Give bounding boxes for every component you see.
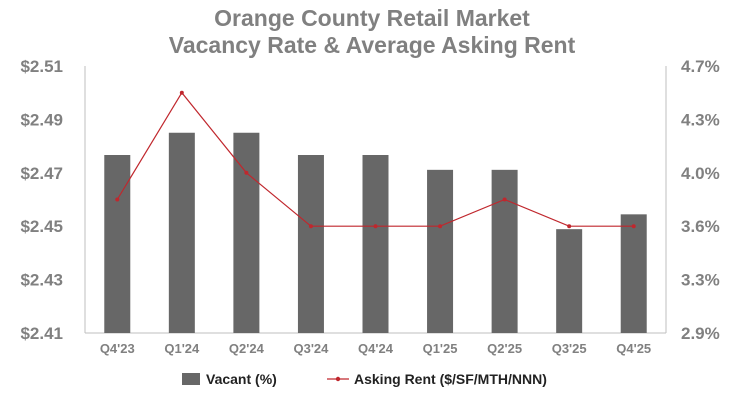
left-tick-label: $2.45 [20, 217, 63, 236]
point-asking-rent-3 [308, 224, 313, 229]
bar-vacant-5 [427, 169, 454, 333]
legend-label-vacant: Vacant (%) [206, 371, 277, 387]
bar-vacant-4 [362, 155, 389, 333]
point-asking-rent-5 [438, 224, 443, 229]
x-tick-label: Q1'25 [423, 341, 458, 356]
bar-vacant-0 [104, 155, 131, 333]
left-tick-label: $2.43 [20, 271, 63, 290]
left-tick-label: $2.47 [20, 164, 63, 183]
legend-marker-asking-rent [335, 376, 341, 382]
right-tick-label: 3.6% [681, 217, 720, 236]
bar-vacant-6 [491, 169, 518, 333]
point-asking-rent-0 [115, 197, 120, 202]
right-tick-label: 2.9% [681, 324, 720, 343]
point-asking-rent-2 [244, 170, 249, 175]
point-asking-rent-6 [502, 197, 507, 202]
legend-label-asking-rent: Asking Rent ($/SF/MTH/NNN) [354, 371, 547, 387]
x-tick-label: Q4'25 [616, 341, 651, 356]
point-asking-rent-8 [631, 224, 636, 229]
legend-swatch-vacant [182, 373, 200, 385]
left-tick-label: $2.51 [20, 57, 63, 76]
x-tick-label: Q4'24 [358, 341, 394, 356]
point-asking-rent-1 [179, 90, 184, 95]
bar-vacant-1 [168, 132, 195, 333]
legend: Vacant (%) Asking Rent ($/SF/MTH/NNN) [182, 371, 547, 387]
x-tick-label: Q1'24 [164, 341, 200, 356]
point-asking-rent-7 [567, 224, 572, 229]
x-tick-label: Q2'25 [487, 341, 522, 356]
x-tick-label: Q4'23 [100, 341, 135, 356]
bar-vacant-2 [233, 132, 260, 333]
chart-title-line-2: Vacancy Rate & Average Asking Rent [168, 32, 576, 58]
right-tick-label: 4.7% [681, 57, 720, 76]
left-tick-label: $2.41 [20, 324, 63, 343]
x-tick-label: Q3'25 [552, 341, 587, 356]
bar-vacant-3 [297, 155, 324, 333]
bar-vacant-7 [556, 229, 583, 333]
bar-vacant-8 [620, 214, 647, 333]
left-tick-label: $2.49 [20, 110, 63, 129]
point-asking-rent-4 [373, 224, 378, 229]
x-tick-label: Q2'24 [229, 341, 265, 356]
right-tick-label: 4.0% [681, 164, 720, 183]
x-tick-label: Q3'24 [293, 341, 329, 356]
right-tick-label: 3.3% [681, 271, 720, 290]
chart-title-line-1: Orange County Retail Market [214, 5, 530, 31]
right-tick-label: 4.3% [681, 110, 720, 129]
